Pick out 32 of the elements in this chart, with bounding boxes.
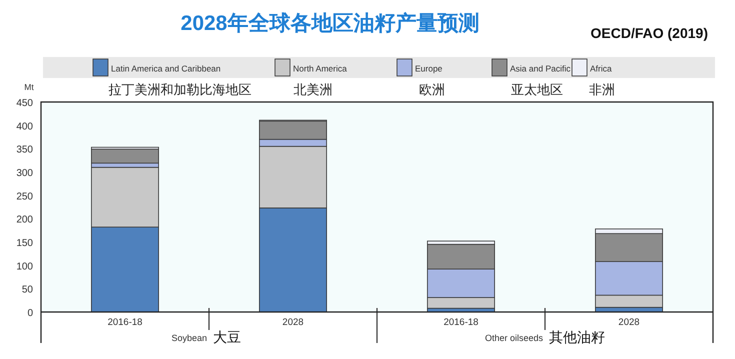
- text: 拉丁美洲和加勒比海地区: [108, 82, 252, 97]
- text: Soybean: [171, 333, 207, 343]
- text: 其他油籽: [549, 329, 605, 345]
- chart-title: 2028年全球各地区油籽产量预测: [180, 11, 480, 35]
- text: 亚太地区: [511, 82, 563, 97]
- y-tick-label: 350: [16, 144, 34, 156]
- y-axis-title: Mt: [24, 82, 34, 92]
- text: Other oilseeds: [484, 333, 544, 343]
- y-tick-label: 0: [27, 308, 34, 319]
- legend-label: Asia and Pacific: [510, 64, 572, 74]
- text: OECD/FAO (2019): [590, 25, 708, 41]
- bar: [91, 148, 159, 164]
- y-tick-label: 250: [16, 191, 34, 202]
- legend-label: Africa: [590, 64, 612, 74]
- legend-label: Europe: [415, 64, 443, 74]
- legend-label: North America: [293, 64, 348, 74]
- x-tick-label: 2028: [282, 317, 304, 328]
- x-tick-label: 2028: [618, 317, 640, 328]
- y-tick-label: 300: [16, 168, 34, 179]
- y-tick-label: 50: [22, 284, 34, 296]
- y-tick-label: 150: [16, 238, 34, 249]
- legend-label: Latin America and Caribbean: [111, 64, 221, 74]
- text: 大豆: [213, 329, 241, 345]
- text: 非洲: [589, 82, 615, 97]
- text: 北美洲: [294, 82, 332, 97]
- y-tick-label: 100: [16, 261, 34, 272]
- y-tick-label: 400: [16, 121, 34, 132]
- y-tick-label: 200: [16, 214, 34, 226]
- x-tick-label: 2016-18: [444, 317, 478, 328]
- x-tick-label: 2016-18: [108, 317, 142, 328]
- y-tick-label: 450: [16, 98, 34, 109]
- text: 欧洲: [419, 82, 445, 97]
